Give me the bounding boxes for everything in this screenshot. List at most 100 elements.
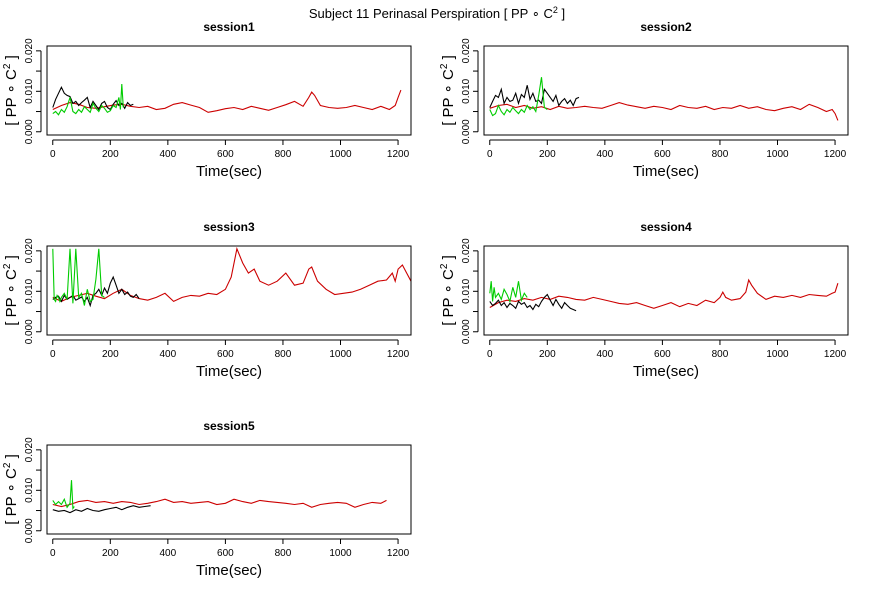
y-axis: 0.000 0.010 0.020 [ PP ∘ C2 ] <box>439 238 479 344</box>
y-axis: 0.000 0.010 0.020 [ PP ∘ C2 ] <box>2 38 42 144</box>
x-tick-label: 1000 <box>329 548 352 559</box>
panel-title: session4 <box>640 220 692 234</box>
y-axis-label-text: [ PP ∘ C <box>3 69 20 126</box>
y-axis-label-end: ] <box>3 454 20 462</box>
series-line-1 <box>489 278 839 309</box>
y-axis-label-end: ] <box>440 255 457 263</box>
y-tick-label: 0.020 <box>24 38 35 63</box>
y-axis-label-text: [ PP ∘ C <box>3 269 20 326</box>
y-tick-label: 0.010 <box>461 278 472 303</box>
x-tick-label: 800 <box>712 149 729 160</box>
y-axis-label: [ PP ∘ C2 ] <box>2 454 20 525</box>
plot-frame <box>46 45 412 136</box>
x-axis-label: Time(sec) <box>196 163 262 180</box>
x-tick-label: 600 <box>217 548 234 559</box>
x-tick-label: 1000 <box>329 149 352 160</box>
x-axis: 0 200 400 600 800 1000 1200 Time(sec) <box>50 538 410 579</box>
series-line-2 <box>489 293 577 312</box>
series-line-3 <box>52 480 75 511</box>
x-tick-label: 200 <box>539 349 556 360</box>
panel-session5: session5 0 200 400 600 800 1000 1200 Time(sec) 0.… <box>2 419 412 579</box>
y-tick-label: 0.010 <box>24 278 35 303</box>
x-tick-label: 0 <box>50 349 56 360</box>
panel-title: session3 <box>203 220 255 234</box>
x-tick-label: 0 <box>487 349 493 360</box>
x-tick-label: 800 <box>275 149 292 160</box>
figure-title: Subject 11 Perinasal Perspiration [ PP ∘… <box>309 5 565 21</box>
x-tick-label: 1200 <box>824 349 847 360</box>
y-axis-label: [ PP ∘ C2 ] <box>439 255 457 326</box>
x-axis-label: Time(sec) <box>196 562 262 579</box>
x-tick-label: 600 <box>217 149 234 160</box>
x-tick-label: 600 <box>654 349 671 360</box>
x-axis-label: Time(sec) <box>633 163 699 180</box>
plot-frame <box>483 45 849 136</box>
y-tick-label: 0.000 <box>461 319 472 344</box>
x-tick-label: 1200 <box>387 149 410 160</box>
x-tick-label: 200 <box>102 149 119 160</box>
series-line-1 <box>52 89 402 113</box>
y-axis-label-end: ] <box>3 255 20 263</box>
x-tick-label: 800 <box>712 349 729 360</box>
y-tick-label: 0.010 <box>24 477 35 502</box>
y-axis-label-sup: 2 <box>439 63 450 69</box>
series-line-3 <box>52 248 105 306</box>
x-tick-label: 400 <box>160 149 177 160</box>
x-axis-label: Time(sec) <box>196 363 262 380</box>
y-axis-label: [ PP ∘ C2 ] <box>2 55 20 126</box>
x-tick-label: 200 <box>539 149 556 160</box>
y-tick-label: 0.000 <box>24 119 35 144</box>
plot-frame <box>483 245 849 336</box>
x-tick-label: 200 <box>102 349 119 360</box>
panel-session3: session3 0 200 400 600 800 1000 1200 Time(sec) 0.… <box>2 220 412 380</box>
y-axis-label-sup: 2 <box>439 263 450 269</box>
x-tick-label: 1000 <box>766 349 789 360</box>
y-tick-label: 0.020 <box>24 437 35 462</box>
x-tick-label: 1000 <box>329 349 352 360</box>
panel-session1: session1 0 200 400 600 800 1000 1200 Time(sec) 0.… <box>2 20 412 180</box>
y-axis-label-text: [ PP ∘ C <box>3 468 20 525</box>
x-tick-label: 400 <box>160 349 177 360</box>
figure-title-end: ] <box>558 6 565 21</box>
y-tick-label: 0.000 <box>24 319 35 344</box>
figure-title-text: Subject 11 Perinasal Perspiration [ PP ∘… <box>309 6 553 21</box>
x-tick-label: 400 <box>597 149 614 160</box>
panel-title: session5 <box>203 419 255 433</box>
x-tick-label: 800 <box>275 548 292 559</box>
x-tick-label: 0 <box>487 149 493 160</box>
x-axis: 0 200 400 600 800 1000 1200 Time(sec) <box>487 139 847 180</box>
x-tick-label: 1200 <box>387 548 410 559</box>
series-line-3 <box>52 83 124 116</box>
x-axis: 0 200 400 600 800 1000 1200 Time(sec) <box>50 339 410 380</box>
y-tick-label: 0.020 <box>461 38 472 63</box>
y-axis: 0.000 0.010 0.020 [ PP ∘ C2 ] <box>2 437 42 543</box>
panel-session4: session4 0 200 400 600 800 1000 1200 Time(sec) 0.… <box>439 220 849 380</box>
panel-title: session2 <box>640 20 692 34</box>
series-line-1 <box>52 498 387 508</box>
series-line-3 <box>489 77 548 117</box>
x-tick-label: 800 <box>275 349 292 360</box>
x-axis: 0 200 400 600 800 1000 1200 Time(sec) <box>487 339 847 380</box>
x-tick-label: 0 <box>50 548 56 559</box>
y-axis-label-end: ] <box>440 55 457 63</box>
plot-frame <box>46 245 412 336</box>
y-axis-label-end: ] <box>3 55 20 63</box>
series-line-2 <box>489 85 580 108</box>
x-axis-label: Time(sec) <box>633 363 699 380</box>
y-tick-label: 0.010 <box>461 78 472 103</box>
x-tick-label: 400 <box>597 349 614 360</box>
y-tick-label: 0.010 <box>24 78 35 103</box>
plot-frame <box>46 444 412 535</box>
y-axis-label: [ PP ∘ C2 ] <box>2 255 20 326</box>
figure-title-sup: 2 <box>553 5 558 15</box>
x-tick-label: 600 <box>654 149 671 160</box>
x-tick-label: 1200 <box>824 149 847 160</box>
x-tick-label: 200 <box>102 548 119 559</box>
series-line-1 <box>489 102 839 121</box>
y-axis-label-sup: 2 <box>2 263 13 269</box>
x-tick-label: 400 <box>160 548 177 559</box>
y-tick-label: 0.020 <box>24 238 35 263</box>
y-axis-label: [ PP ∘ C2 ] <box>439 55 457 126</box>
panel-title: session1 <box>203 20 255 34</box>
